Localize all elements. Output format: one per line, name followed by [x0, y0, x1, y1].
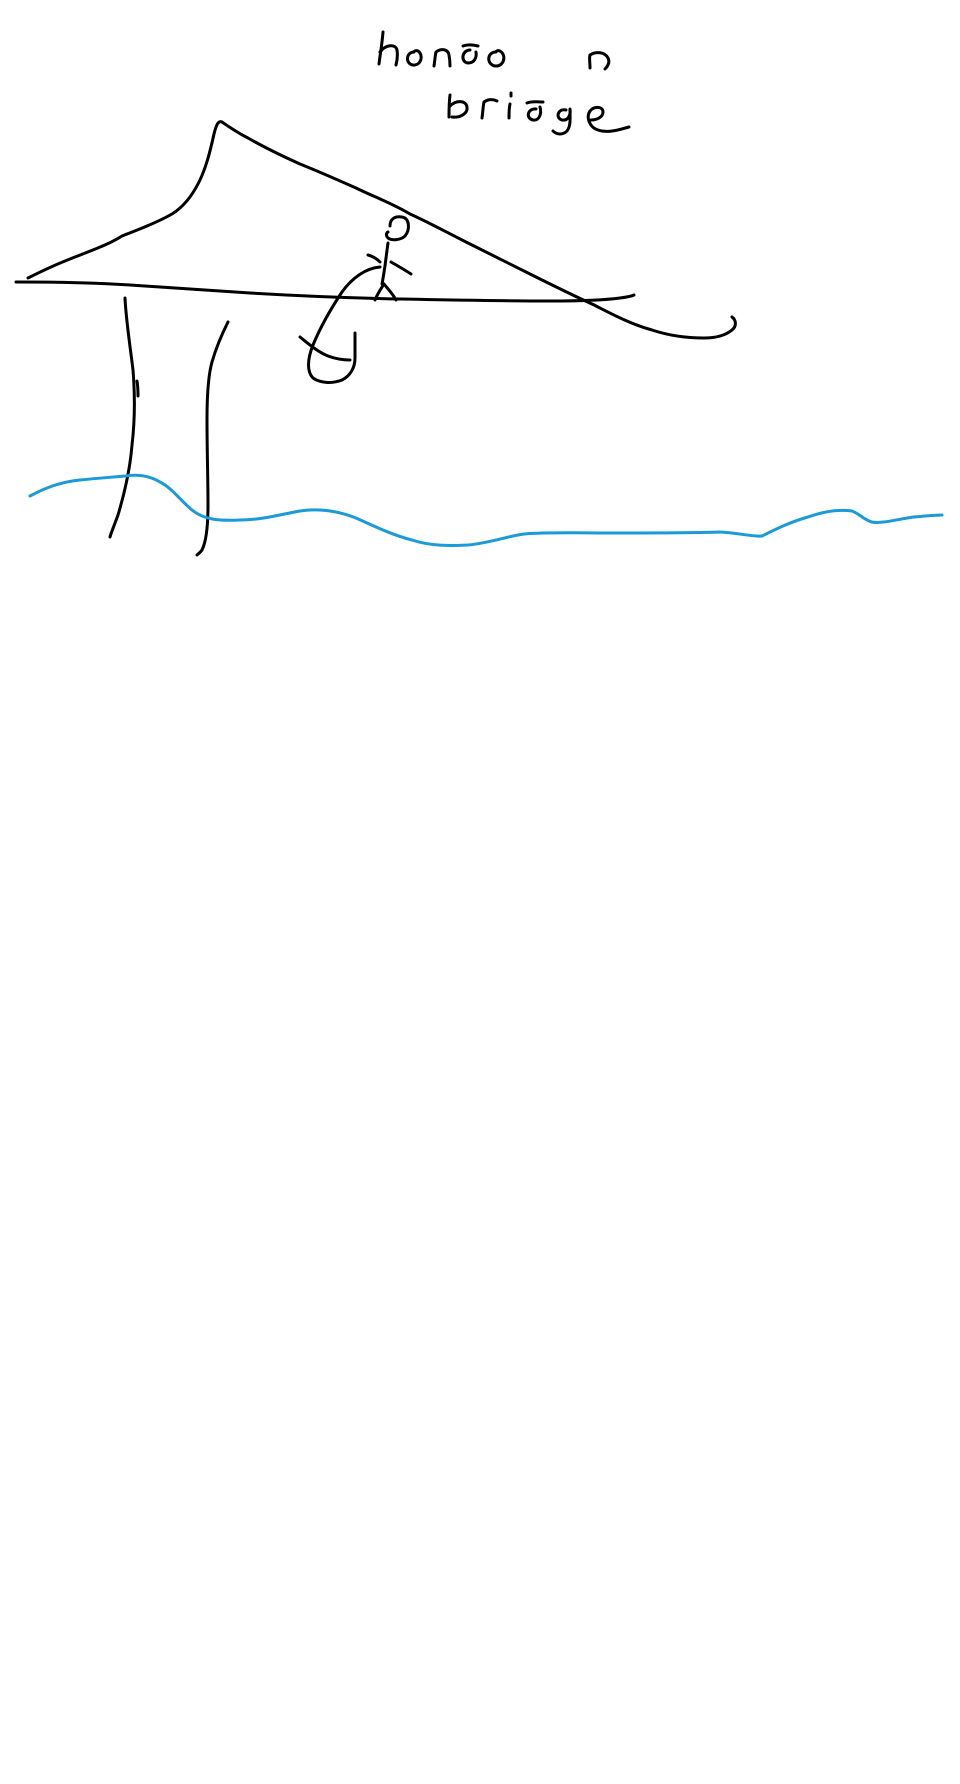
handwritten-caption-line-1 [377, 30, 611, 71]
water-line [28, 473, 944, 547]
caption-line-1-text: london [372, 18, 375, 19]
stick-figure-leg-left [373, 282, 386, 302]
stick-figure [366, 215, 413, 302]
bridge-pillar-left-mark [135, 379, 140, 398]
stick-figure-arm-right [389, 260, 413, 276]
stick-figure-arm-left [366, 253, 382, 264]
stick-figure-leg-right [382, 282, 398, 302]
loop-rope [307, 265, 382, 384]
loop-rope-tail [298, 335, 352, 362]
stick-figure-body [380, 241, 390, 286]
bridge-arch-cable [26, 120, 737, 340]
stick-figure-head [385, 215, 410, 242]
bridge-pillar-left [108, 296, 136, 539]
caption-text: london bridge [372, 18, 652, 148]
handwritten-caption-line-2 [447, 91, 631, 136]
bridge-pillar-right [195, 320, 230, 557]
bridge-deck [14, 280, 636, 303]
caption-line-2-text: bridge [372, 38, 375, 39]
